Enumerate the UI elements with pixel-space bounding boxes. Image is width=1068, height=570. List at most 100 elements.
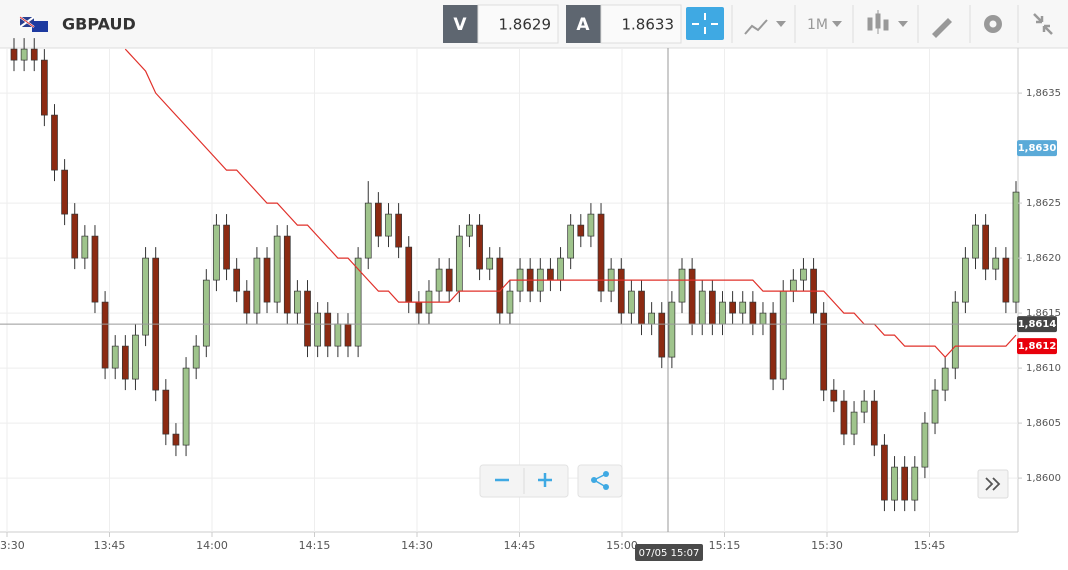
candle-body: [951, 301, 959, 369]
candle-body: [597, 213, 605, 292]
candle-body: [800, 268, 807, 281]
candle-body: [769, 312, 777, 380]
candle-body: [273, 235, 281, 303]
candle-body: [172, 433, 180, 446]
candle-body: [364, 202, 372, 259]
indicator-icon[interactable]: [744, 19, 768, 35]
candle-body: [789, 279, 797, 292]
candle-body: [1002, 257, 1010, 303]
candle-body: [547, 268, 554, 281]
candle-body: [263, 257, 271, 303]
price-marker-label: 1,8612: [1018, 341, 1057, 352]
candle-body: [71, 213, 79, 259]
candle-body: [678, 268, 686, 303]
zoom-controls: [479, 464, 623, 498]
candle-body: [628, 290, 635, 314]
candle-body: [121, 345, 129, 380]
candle-body: [435, 268, 443, 292]
candle-body: [455, 235, 463, 292]
candle-body: [982, 224, 989, 270]
candle-body: [870, 400, 878, 446]
candle-body: [324, 312, 332, 347]
collapse-icon[interactable]: [1033, 13, 1053, 35]
candle-body: [567, 224, 575, 259]
candle-body: [901, 466, 909, 501]
x-tick-label: 15:30: [811, 539, 843, 552]
candle-body: [385, 213, 392, 237]
crosshair-button[interactable]: [686, 7, 724, 40]
x-tick-label: 15:00: [606, 539, 638, 552]
x-tick-label: 14:30: [401, 539, 433, 552]
candle-body: [729, 301, 736, 314]
candle-body: [881, 444, 888, 501]
candle-body: [587, 213, 595, 237]
y-tick-label: 1,8625: [1026, 198, 1061, 209]
x-tick-label: 13:45: [94, 539, 126, 552]
y-tick-label: 1,8615: [1026, 308, 1061, 319]
candle-body: [992, 257, 1000, 270]
candle-body: [931, 389, 939, 424]
bid-price: 1.8629: [499, 16, 552, 34]
x-tick-label: 14:00: [196, 539, 228, 552]
y-tick-label: 1,8600: [1026, 473, 1061, 484]
candle-body: [749, 301, 757, 325]
x-tick-label: 15:15: [709, 539, 741, 552]
x-tick-label: 14:15: [299, 539, 331, 552]
candle-body: [1012, 191, 1020, 303]
scroll-right-button[interactable]: [977, 469, 1009, 499]
price-marker-badge: [1017, 140, 1057, 157]
candle-body: [294, 290, 301, 314]
crosshair-price-label: 1,8614: [1018, 319, 1057, 330]
candle-body: [658, 312, 666, 358]
candle-body: [334, 323, 342, 347]
candle-body: [132, 334, 139, 380]
crosshair-price-badge: [1017, 316, 1057, 333]
candle-body: [375, 202, 382, 237]
bid-button[interactable]: [443, 5, 478, 43]
candle-body: [506, 290, 514, 314]
ask-button[interactable]: [566, 5, 601, 43]
timeframe[interactable]: 1M: [807, 17, 828, 33]
crosshair-icon: [692, 13, 718, 34]
y-tick-label: 1,8605: [1026, 418, 1061, 429]
candle-body: [51, 114, 58, 171]
candle-body: [314, 312, 321, 347]
candle-body: [233, 268, 241, 292]
candle-body: [688, 268, 696, 325]
draw-icon[interactable]: [932, 18, 952, 38]
plot: [0, 38, 1020, 537]
dropdown-arrow: [898, 21, 908, 27]
candle-body: [911, 466, 919, 501]
candle-body: [30, 48, 38, 61]
candle-body: [941, 367, 949, 391]
candle-body: [91, 235, 99, 303]
candle-body: [820, 312, 828, 391]
flag: [19, 16, 48, 32]
candle-body: [739, 301, 747, 314]
x-tick-label: 3:30: [0, 539, 25, 552]
chart-type-icon[interactable]: [867, 10, 889, 34]
candle-body: [111, 345, 119, 369]
ask-price: 1.8633: [622, 16, 675, 34]
candle-body: [405, 246, 413, 303]
candle-body: [466, 224, 473, 237]
bid-box: [477, 4, 559, 44]
dropdown-arrow: [832, 21, 842, 27]
candle-body: [557, 257, 564, 281]
candle-body: [283, 235, 291, 314]
bid-label: V: [453, 15, 467, 35]
x-tick-label: 14:45: [504, 539, 536, 552]
candle-body: [617, 268, 625, 314]
settings-hole: [989, 20, 997, 28]
candle-body: [81, 235, 89, 259]
candle-body: [476, 224, 483, 270]
y-tick-label: 1,8635: [1026, 88, 1061, 99]
candle-body: [142, 257, 149, 336]
dropdown-arrow: [776, 21, 786, 27]
crosshair-time: 07/05 15:07: [639, 548, 700, 559]
candle-body: [253, 257, 261, 314]
y-tick-label: 1,8620: [1026, 253, 1061, 264]
candle-body: [698, 290, 706, 325]
time-badge: [635, 544, 703, 561]
